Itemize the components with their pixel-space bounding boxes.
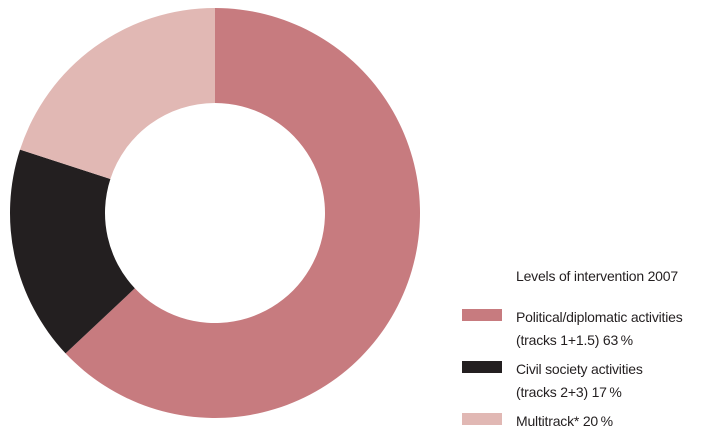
legend-label-political-line2: (tracks 1+1.5) 63 % <box>516 332 633 348</box>
legend-label-political-line1: Political/diplomatic activities <box>516 309 683 325</box>
slice-political <box>65 8 420 418</box>
legend-label-multitrack-line1: Multitrack* 20 % <box>516 413 613 429</box>
legend-label-civil-society-line2: (tracks 2+3) 17 % <box>516 384 622 400</box>
donut-chart <box>9 8 420 418</box>
donut-slices <box>9 8 420 418</box>
legend-swatch-political <box>462 309 502 321</box>
legend-swatch-civil-society <box>462 361 502 373</box>
legend-swatch-multitrack <box>462 413 502 425</box>
legend-label-political: Political/diplomatic activities (tracks … <box>516 306 683 352</box>
slice-multitrack <box>20 8 215 180</box>
legend-item-multitrack: Multitrack* 20 % <box>462 410 720 436</box>
legend-label-multitrack: Multitrack* 20 % <box>516 410 613 433</box>
legend-item-civil-society: Civil society activities (tracks 2+3) 17… <box>462 358 720 410</box>
legend-label-civil-society-line1: Civil society activities <box>516 361 643 377</box>
legend: Levels of intervention 2007 Political/di… <box>462 268 720 436</box>
legend-title: Levels of intervention 2007 <box>516 268 678 284</box>
legend-item-political: Political/diplomatic activities (tracks … <box>462 306 720 358</box>
slice-civil-society <box>9 149 135 354</box>
legend-label-civil-society: Civil society activities (tracks 2+3) 17… <box>516 358 643 404</box>
